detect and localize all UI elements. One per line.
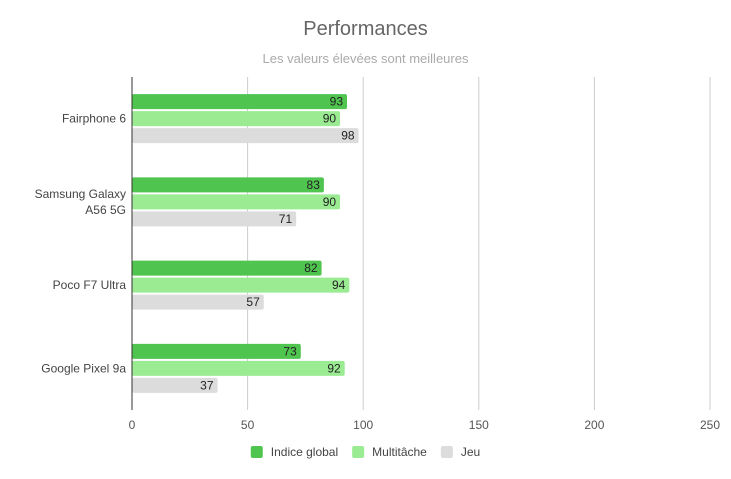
legend-label: Jeu: [461, 445, 480, 459]
bar: [132, 260, 322, 276]
x-tick-label: 100: [353, 418, 373, 432]
bar: [132, 343, 301, 359]
bar: [132, 194, 341, 210]
bar-value-label: 57: [246, 295, 260, 309]
bar: [132, 111, 341, 127]
bar-value-label: 90: [323, 195, 337, 209]
bar-value-label: 73: [283, 344, 297, 358]
bar-value-label: 93: [330, 95, 344, 109]
bar: [132, 360, 345, 376]
bar: [132, 177, 324, 193]
bar-value-label: 94: [332, 278, 346, 292]
category-label: A56 5G: [85, 203, 126, 217]
category-label: Poco F7 Ultra: [53, 278, 127, 292]
grid: [247, 77, 711, 410]
x-tick-label: 0: [129, 418, 136, 432]
legend-swatch: [352, 446, 365, 458]
bar-value-label: 92: [327, 361, 341, 375]
axes: 0 50 100 150 200 250 Fairphone 6 Samsung Galaxy…: [35, 77, 720, 432]
bar-value-label: 98: [341, 129, 355, 143]
bar: [132, 94, 348, 110]
bar-value-label: 82: [304, 261, 318, 275]
x-tick-label: 150: [469, 418, 489, 432]
bar: [132, 294, 264, 310]
x-tick-label: 200: [584, 418, 604, 432]
bar: [132, 128, 359, 144]
x-tick-label: 250: [700, 418, 720, 432]
legend-swatch: [250, 446, 263, 458]
bar: [132, 277, 350, 293]
bar-value-label: 83: [307, 178, 321, 192]
legend-label: Indice global: [271, 445, 338, 459]
legend: Indice global Multitâche Jeu: [250, 445, 480, 459]
chart-title: Performances: [303, 18, 428, 40]
bar: [132, 211, 297, 227]
bar-value-label: 90: [323, 112, 337, 126]
x-tick-label: 50: [241, 418, 255, 432]
legend-swatch: [440, 446, 453, 458]
category-label: Google Pixel 9a: [41, 361, 126, 375]
bar: [132, 377, 218, 393]
bar-value-label: 71: [279, 212, 293, 226]
bar-value-label: 37: [200, 378, 214, 392]
chart-subtitle: Les valeurs élevées sont meilleures: [262, 51, 469, 66]
category-label: Fairphone 6: [62, 112, 126, 126]
legend-label: Multitâche: [372, 445, 427, 459]
category-label: Samsung Galaxy: [35, 187, 126, 201]
